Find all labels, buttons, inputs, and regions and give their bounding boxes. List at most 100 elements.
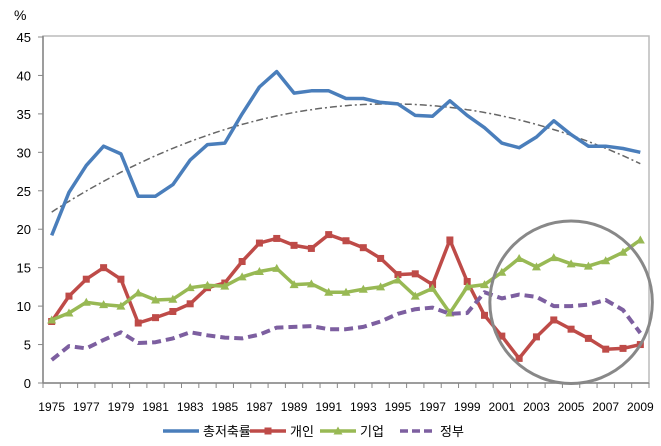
highlight-circle	[488, 219, 654, 386]
data-point	[550, 316, 558, 324]
data-point	[324, 287, 334, 296]
data-point	[133, 288, 143, 297]
x-tick-label: 2005	[558, 400, 585, 414]
data-point	[428, 283, 438, 292]
data-point	[497, 267, 507, 276]
data-point	[152, 314, 160, 322]
data-point	[99, 300, 109, 309]
data-point	[186, 300, 194, 308]
data-point	[480, 280, 490, 289]
legend: 총저축률 개인 기업 정부	[163, 424, 464, 439]
legend-item: 기업	[320, 424, 384, 439]
data-point	[64, 308, 74, 317]
y-tick-label: 20	[17, 222, 31, 237]
data-point	[65, 292, 73, 300]
series-line-2	[51, 238, 642, 322]
series-line-3	[50, 290, 642, 362]
legend-item: 총저축률	[163, 424, 251, 439]
data-point	[514, 253, 524, 262]
data-point	[394, 271, 402, 279]
y-tick-label: 15	[17, 261, 31, 276]
data-point	[567, 325, 575, 333]
data-point	[238, 258, 246, 266]
y-tick-label: 45	[17, 30, 31, 45]
x-tick-label: 1977	[73, 400, 100, 414]
data-point	[481, 311, 489, 319]
data-point	[342, 237, 350, 245]
x-tick-label: 1999	[454, 400, 481, 414]
legend-marker	[264, 427, 272, 435]
y-tick-label: 25	[17, 184, 31, 199]
y-tick-label: 5	[24, 338, 31, 353]
y-axis-unit-label: %	[14, 7, 26, 23]
y-tick-label: 30	[17, 145, 31, 160]
data-point	[220, 281, 230, 290]
x-tick-label: 1993	[350, 400, 377, 414]
data-point	[584, 334, 592, 342]
x-tick-label: 1991	[315, 400, 342, 414]
legend-label: 정부	[440, 424, 464, 439]
y-tick-label: 0	[24, 376, 31, 391]
data-point	[635, 235, 645, 244]
x-tick-label: 1985	[211, 400, 238, 414]
data-point	[566, 259, 576, 268]
data-point	[463, 278, 471, 286]
data-point	[377, 254, 385, 262]
data-point	[358, 284, 368, 293]
data-point	[81, 297, 91, 306]
data-point	[618, 247, 628, 256]
data-point	[202, 280, 212, 289]
data-point	[134, 319, 142, 327]
data-point	[169, 307, 177, 315]
x-tick-label: 1983	[177, 400, 204, 414]
y-tick-label: 40	[17, 68, 31, 83]
data-point	[376, 282, 386, 291]
data-point	[47, 315, 57, 324]
data-point	[601, 256, 611, 265]
data-point	[289, 280, 299, 289]
data-point	[185, 283, 195, 292]
data-point	[237, 272, 247, 281]
legend-item: 정부	[400, 424, 464, 439]
x-tick-label: 2001	[488, 400, 515, 414]
data-point	[100, 264, 108, 272]
data-point	[306, 279, 316, 288]
data-point	[515, 354, 523, 362]
data-point	[307, 244, 315, 252]
data-point	[498, 332, 506, 340]
data-point	[255, 239, 263, 247]
data-point	[325, 231, 333, 239]
x-tick-label: 1987	[246, 400, 273, 414]
data-point	[410, 291, 420, 300]
data-point	[462, 282, 472, 291]
data-point	[531, 262, 541, 271]
legend-label: 총저축률	[203, 424, 251, 439]
data-point	[341, 287, 351, 296]
data-point	[168, 294, 178, 303]
legend-label: 기업	[360, 424, 384, 439]
data-point	[151, 295, 161, 304]
y-tick-label: 35	[17, 107, 31, 122]
x-tick-label: 1989	[281, 400, 308, 414]
data-point	[116, 301, 126, 310]
x-tick-label: 2009	[627, 400, 654, 414]
legend-marker	[333, 426, 343, 435]
data-point	[272, 263, 282, 272]
data-point	[411, 270, 419, 278]
data-point	[82, 275, 90, 283]
x-tick-label: 2007	[592, 400, 619, 414]
data-point	[602, 345, 610, 353]
series-line-0	[50, 69, 641, 237]
data-point	[446, 236, 454, 244]
data-point	[290, 241, 298, 249]
data-point	[254, 267, 264, 276]
x-tick-label: 1997	[419, 400, 446, 414]
data-point	[583, 261, 593, 270]
data-point	[359, 244, 367, 252]
data-point	[273, 234, 281, 242]
x-tick-label: 1981	[142, 400, 169, 414]
y-tick-label: 10	[17, 299, 31, 314]
data-point	[549, 253, 559, 262]
data-point	[393, 275, 403, 284]
x-tick-label: 1975	[38, 400, 65, 414]
